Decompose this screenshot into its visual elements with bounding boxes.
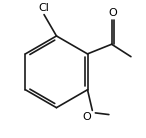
Text: O: O <box>82 112 91 122</box>
Text: O: O <box>109 8 117 18</box>
Text: Cl: Cl <box>38 3 49 13</box>
